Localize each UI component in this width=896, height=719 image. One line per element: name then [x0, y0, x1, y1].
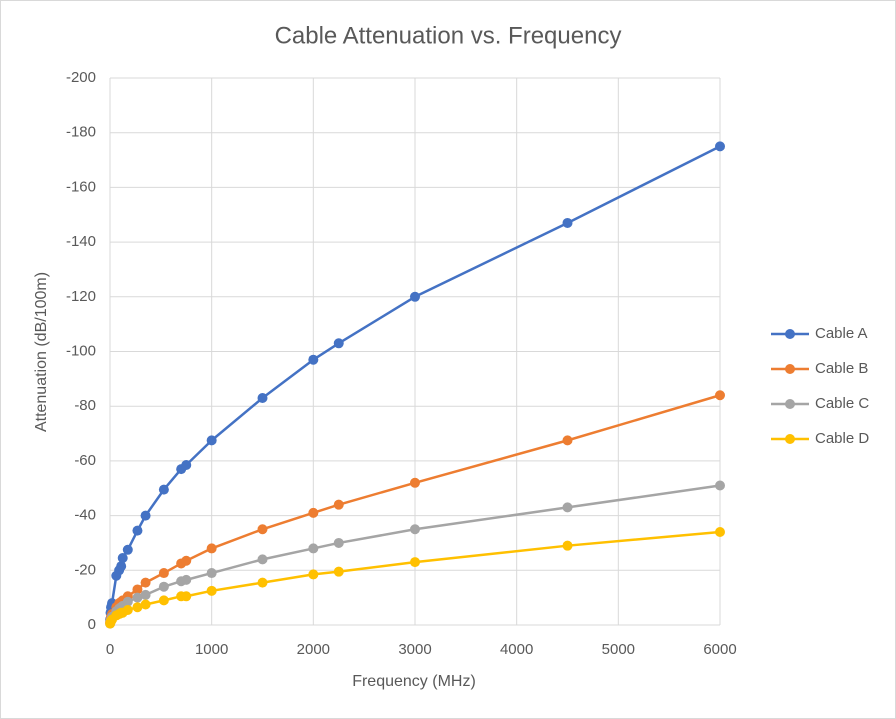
data-point: [333, 338, 344, 349]
y-tick-label: -140: [66, 233, 96, 250]
legend-label: Cable C: [815, 395, 869, 412]
x-tick-label: 5000: [602, 641, 635, 658]
data-point: [158, 595, 169, 606]
data-point: [206, 585, 217, 596]
data-point: [715, 390, 725, 401]
legend-marker: [785, 399, 795, 409]
data-point: [410, 557, 420, 568]
data-point: [715, 141, 725, 152]
x-tick-label: 4000: [500, 641, 533, 658]
data-point: [333, 537, 344, 548]
data-point: [206, 543, 217, 554]
y-tick-label: -40: [74, 507, 96, 524]
grid: [109, 77, 721, 626]
data-point: [410, 291, 420, 302]
plot: [105, 141, 725, 629]
legend-marker: [785, 329, 795, 339]
legend-label: Cable D: [815, 430, 869, 447]
y-tick-label: -120: [66, 288, 96, 305]
data-point: [308, 507, 319, 518]
data-point: [140, 510, 151, 521]
data-point: [122, 544, 133, 555]
y-tick-label: -200: [66, 69, 96, 86]
data-point: [308, 354, 319, 365]
data-point: [333, 566, 344, 577]
x-axis-label: Frequency (MHz): [352, 673, 476, 690]
data-point: [158, 484, 169, 495]
x-tick-label: 0: [106, 641, 114, 658]
y-axis-label: Attenuation (dB/100m): [33, 272, 50, 432]
data-point: [132, 592, 143, 603]
data-point: [206, 568, 217, 579]
data-point: [333, 499, 344, 510]
data-point: [715, 527, 725, 538]
data-point: [308, 543, 319, 554]
legend-marker: [785, 364, 795, 374]
data-point: [132, 602, 143, 613]
legend-label: Cable B: [815, 360, 868, 377]
x-tick-label: 6000: [703, 641, 736, 658]
x-tick-label: 2000: [297, 641, 330, 658]
data-point: [158, 568, 169, 579]
data-point: [181, 574, 192, 585]
data-point: [257, 554, 268, 565]
legend-label: Cable A: [815, 325, 868, 342]
y-tick-label: 0: [88, 616, 96, 633]
data-point: [410, 524, 420, 535]
data-point: [140, 589, 151, 600]
data-point: [116, 561, 127, 572]
data-point: [562, 435, 573, 446]
chart-title: Cable Attenuation vs. Frequency: [275, 22, 622, 49]
data-point: [562, 217, 573, 228]
x-tick-label: 1000: [195, 641, 228, 658]
data-point: [257, 524, 268, 535]
data-point: [181, 591, 192, 602]
y-tick-label: -160: [66, 178, 96, 195]
data-point: [132, 584, 143, 595]
data-point: [140, 599, 151, 610]
data-point: [308, 569, 319, 580]
y-tick-label: -20: [74, 561, 96, 578]
data-point: [117, 552, 128, 563]
data-point: [257, 577, 268, 588]
data-point: [158, 581, 169, 592]
x-tick-label: 3000: [398, 641, 431, 658]
data-point: [122, 596, 133, 607]
data-point: [257, 392, 268, 403]
data-point: [562, 502, 573, 513]
y-tick-label: -80: [74, 397, 96, 414]
data-point: [140, 577, 151, 588]
data-point: [181, 555, 192, 566]
y-tick-label: -60: [74, 452, 96, 469]
data-point: [132, 525, 143, 536]
data-point: [410, 477, 420, 488]
data-point: [206, 435, 217, 446]
y-tick-label: -180: [66, 124, 96, 141]
data-point: [181, 460, 192, 471]
data-point: [715, 480, 725, 491]
data-point: [122, 604, 133, 615]
y-tick-label: -100: [66, 342, 96, 359]
legend-marker: [785, 434, 795, 444]
data-point: [562, 540, 573, 551]
